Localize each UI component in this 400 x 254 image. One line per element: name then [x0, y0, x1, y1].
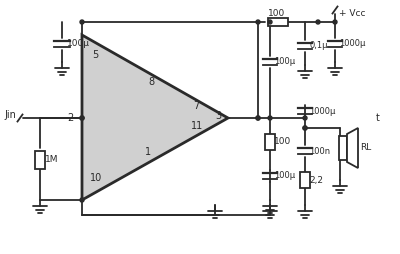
Text: 5: 5: [92, 50, 98, 60]
Text: 100n: 100n: [309, 147, 330, 155]
Text: 100: 100: [274, 137, 291, 147]
Circle shape: [256, 116, 260, 120]
Text: 1: 1: [145, 147, 151, 157]
Text: 0,1μ: 0,1μ: [309, 41, 328, 51]
Circle shape: [268, 116, 272, 120]
Circle shape: [268, 20, 272, 24]
Circle shape: [80, 116, 84, 120]
Circle shape: [303, 126, 307, 130]
Circle shape: [303, 126, 307, 130]
Bar: [300, 172, 310, 188]
Polygon shape: [347, 128, 358, 168]
Circle shape: [333, 20, 337, 24]
Text: 1000μ: 1000μ: [309, 106, 335, 116]
Circle shape: [80, 116, 84, 120]
Bar: [268, 18, 288, 26]
Text: 100: 100: [268, 8, 285, 18]
Text: 2,2: 2,2: [309, 176, 323, 184]
Circle shape: [256, 20, 260, 24]
Text: 11: 11: [191, 121, 203, 131]
Text: 100μ: 100μ: [274, 171, 295, 181]
Bar: [339, 136, 347, 160]
Circle shape: [316, 20, 320, 24]
Text: 100μ: 100μ: [67, 39, 90, 47]
Text: 2: 2: [68, 113, 74, 123]
Text: RL: RL: [360, 144, 371, 152]
Circle shape: [80, 198, 84, 202]
Text: 10: 10: [90, 173, 102, 183]
Text: 100μ: 100μ: [274, 57, 295, 67]
Text: + Vcc: + Vcc: [339, 9, 366, 19]
Bar: [35, 151, 45, 169]
Text: 3: 3: [215, 111, 221, 121]
Text: 7: 7: [193, 101, 199, 111]
Bar: [265, 134, 275, 150]
Text: 1M: 1M: [45, 155, 58, 165]
Circle shape: [80, 20, 84, 24]
Text: 1000μ: 1000μ: [339, 40, 365, 49]
Circle shape: [303, 116, 307, 120]
Text: 8: 8: [148, 77, 154, 87]
Text: t: t: [376, 113, 380, 123]
Polygon shape: [82, 35, 228, 200]
Text: Jin: Jin: [4, 110, 16, 120]
Circle shape: [256, 116, 260, 120]
